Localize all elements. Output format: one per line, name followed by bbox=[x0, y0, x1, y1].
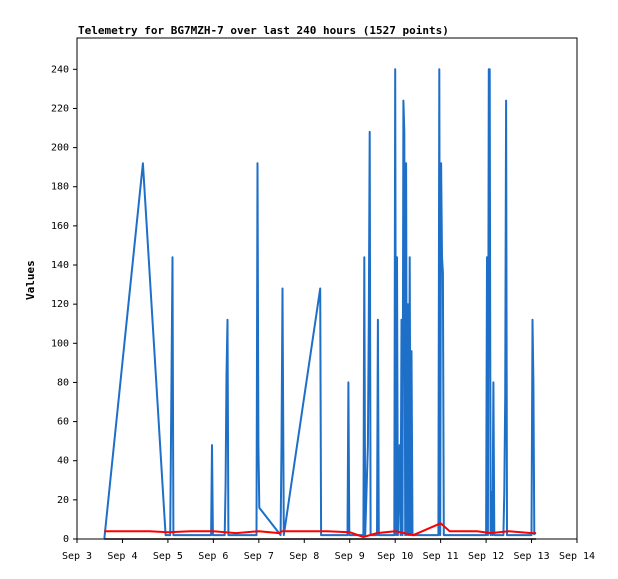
y-tick-label: 20 bbox=[57, 495, 69, 506]
y-tick-label: 200 bbox=[51, 143, 69, 154]
plot-area bbox=[76, 37, 578, 540]
y-tick-label: 100 bbox=[51, 338, 69, 349]
x-tick-label: Sep 8 bbox=[289, 551, 319, 562]
x-tick-label: Sep 4 bbox=[107, 551, 137, 562]
y-tick-label: 240 bbox=[51, 64, 69, 75]
chart-title: Telemetry for BG7MZH-7 over last 240 hou… bbox=[78, 24, 449, 37]
y-tick-label: 60 bbox=[57, 417, 69, 428]
series-line-0 bbox=[103, 68, 536, 540]
y-tick-label: 180 bbox=[51, 182, 69, 193]
x-tick-label: Sep 13 bbox=[513, 551, 549, 562]
x-tick-label: Sep 12 bbox=[468, 551, 504, 562]
x-tick-label: Sep 10 bbox=[377, 551, 413, 562]
x-tick-label: Sep 3 bbox=[62, 551, 92, 562]
x-tick-label: Sep 6 bbox=[198, 551, 228, 562]
y-tick-label: 40 bbox=[57, 456, 69, 467]
x-tick-label: Sep 14 bbox=[559, 551, 595, 562]
x-tick-label: Sep 7 bbox=[244, 551, 274, 562]
y-tick-label: 0 bbox=[63, 534, 69, 545]
x-tick-label: Sep 5 bbox=[153, 551, 183, 562]
series-line-1 bbox=[104, 522, 537, 538]
y-tick-label: 220 bbox=[51, 103, 69, 114]
y-tick-label: 140 bbox=[51, 260, 69, 271]
y-tick-label: 160 bbox=[51, 221, 69, 232]
x-tick-label: Sep 11 bbox=[423, 551, 459, 562]
x-tick-label: Sep 9 bbox=[335, 551, 365, 562]
y-tick-label: 80 bbox=[57, 377, 69, 388]
y-tick-label: 120 bbox=[51, 299, 69, 310]
